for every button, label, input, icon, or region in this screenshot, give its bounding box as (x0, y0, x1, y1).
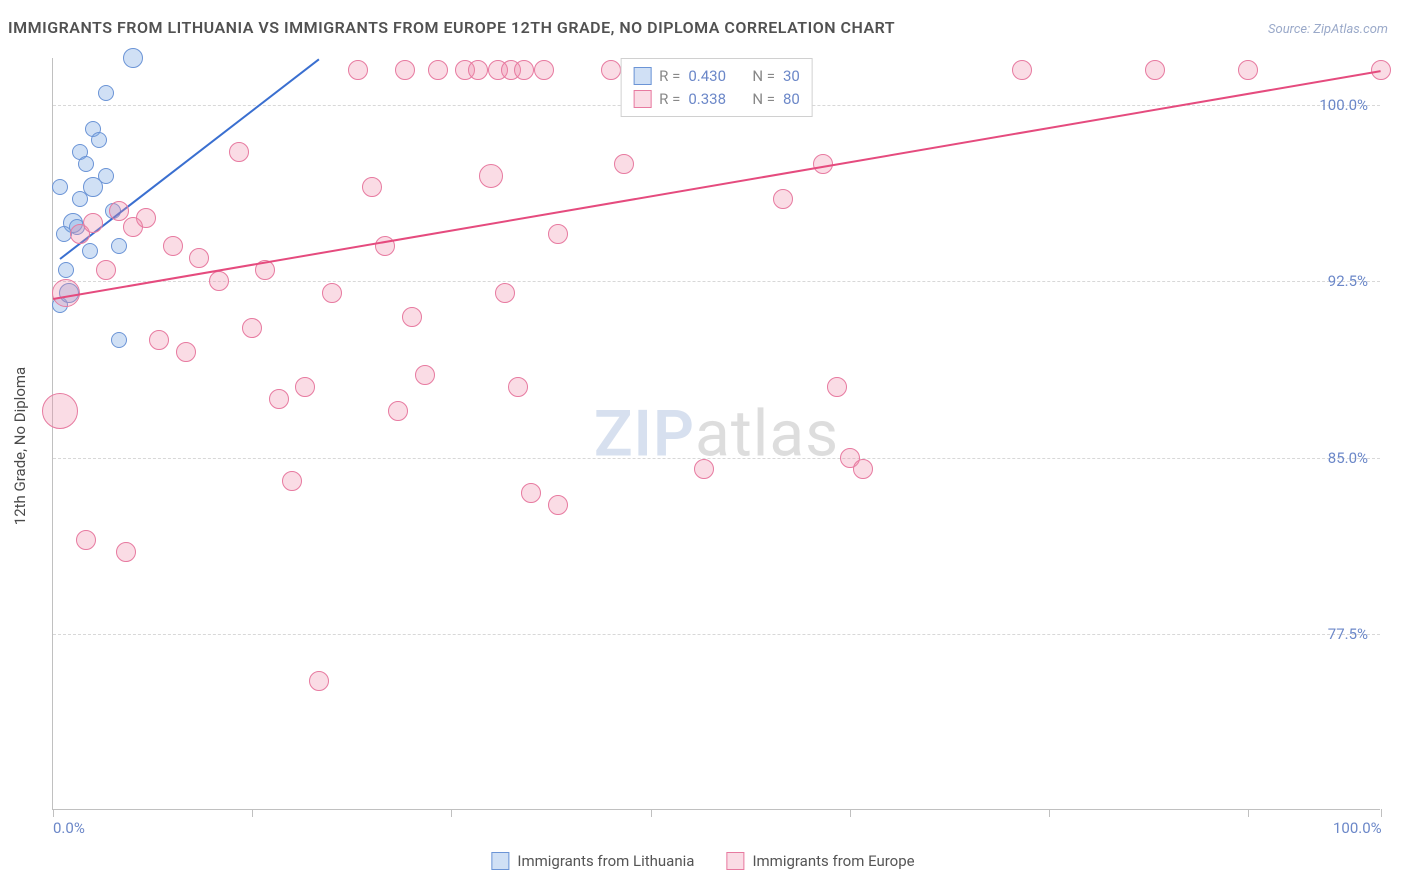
y-axis-label: 12th Grade, No Diploma (11, 367, 29, 525)
scatter-point (282, 471, 302, 491)
r-value: 0.338 (688, 88, 744, 111)
scatter-point (98, 168, 114, 184)
scatter-point (395, 60, 415, 80)
x-tick-mark (1248, 809, 1249, 817)
scatter-point (91, 132, 107, 148)
x-tick-mark (252, 809, 253, 817)
scatter-point (295, 377, 315, 397)
scatter-point (468, 60, 488, 80)
n-label: N = (752, 88, 775, 111)
scatter-point (827, 377, 847, 397)
y-tick-label: 100.0% (1319, 96, 1368, 114)
legend-item: Immigrants from Europe (726, 852, 914, 870)
scatter-point (614, 154, 634, 174)
chart-container: ZIPatlas R = 0.430 N = 30 R = 0.338 N = 80 77.5… (52, 58, 1380, 810)
scatter-point (189, 248, 209, 268)
legend-label: Immigrants from Lithuania (517, 852, 694, 870)
r-label: R = (659, 88, 680, 111)
x-tick-mark (53, 809, 54, 817)
scatter-point (111, 332, 127, 348)
scatter-point (76, 530, 96, 550)
legend-swatch (491, 852, 509, 870)
gridline (53, 281, 1380, 282)
scatter-point (149, 330, 169, 350)
scatter-point (242, 318, 262, 338)
scatter-point (309, 671, 329, 691)
legend-swatch (633, 67, 651, 85)
stats-row: R = 0.338 N = 80 (633, 88, 800, 111)
scatter-point (402, 307, 422, 327)
scatter-point (495, 283, 515, 303)
scatter-point (98, 85, 114, 101)
x-tick-label: 0.0% (53, 819, 85, 837)
scatter-point (1012, 60, 1032, 80)
scatter-point (773, 189, 793, 209)
stats-legend: R = 0.430 N = 30 R = 0.338 N = 80 (620, 58, 813, 117)
scatter-point (209, 271, 229, 291)
legend-label: Immigrants from Europe (752, 852, 914, 870)
scatter-point (52, 179, 68, 195)
x-tick-mark (451, 809, 452, 817)
y-tick-label: 85.0% (1328, 449, 1368, 467)
stats-row: R = 0.430 N = 30 (633, 65, 800, 88)
scatter-point (1145, 60, 1165, 80)
scatter-point (96, 260, 116, 280)
legend-item: Immigrants from Lithuania (491, 852, 694, 870)
x-tick-mark (1049, 809, 1050, 817)
watermark: ZIPatlas (594, 396, 839, 471)
chart-title: IMMIGRANTS FROM LITHUANIA VS IMMIGRANTS … (8, 18, 895, 37)
scatter-point (83, 213, 103, 233)
scatter-point (428, 60, 448, 80)
scatter-point (853, 459, 873, 479)
x-tick-mark (651, 809, 652, 817)
scatter-point (548, 495, 568, 515)
series-legend: Immigrants from Lithuania Immigrants from… (491, 852, 914, 870)
plot-area: ZIPatlas R = 0.430 N = 30 R = 0.338 N = 80 77.5… (52, 58, 1380, 810)
x-tick-mark (1381, 809, 1382, 817)
legend-swatch (726, 852, 744, 870)
scatter-point (348, 60, 368, 80)
gridline (53, 458, 1380, 459)
scatter-point (1371, 60, 1391, 80)
scatter-point (479, 164, 503, 188)
scatter-point (388, 401, 408, 421)
watermark-zip: ZIP (594, 396, 695, 471)
scatter-point (534, 60, 554, 80)
scatter-point (521, 483, 541, 503)
scatter-point (58, 262, 74, 278)
scatter-point (514, 60, 534, 80)
watermark-atlas: atlas (695, 396, 839, 471)
gridline (53, 634, 1380, 635)
r-label: R = (659, 65, 680, 88)
scatter-point (229, 142, 249, 162)
n-value: 80 (783, 88, 800, 111)
scatter-point (176, 342, 196, 362)
scatter-point (111, 238, 127, 254)
scatter-point (163, 236, 183, 256)
scatter-point (82, 243, 98, 259)
source-label: Source: ZipAtlas.com (1268, 22, 1388, 37)
n-label: N = (752, 65, 775, 88)
n-value: 30 (783, 65, 800, 88)
x-tick-label: 100.0% (1333, 819, 1382, 837)
r-value: 0.430 (688, 65, 744, 88)
scatter-point (78, 156, 94, 172)
scatter-point (415, 365, 435, 385)
y-tick-label: 77.5% (1328, 625, 1368, 643)
scatter-point (1238, 60, 1258, 80)
scatter-point (548, 224, 568, 244)
y-tick-label: 92.5% (1328, 272, 1368, 290)
scatter-point (136, 208, 156, 228)
x-tick-mark (850, 809, 851, 817)
scatter-point (42, 393, 78, 429)
scatter-point (601, 60, 621, 80)
scatter-point (362, 177, 382, 197)
scatter-point (694, 459, 714, 479)
scatter-point (508, 377, 528, 397)
scatter-point (322, 283, 342, 303)
scatter-point (116, 542, 136, 562)
scatter-point (123, 48, 143, 68)
scatter-point (269, 389, 289, 409)
legend-swatch (633, 90, 651, 108)
